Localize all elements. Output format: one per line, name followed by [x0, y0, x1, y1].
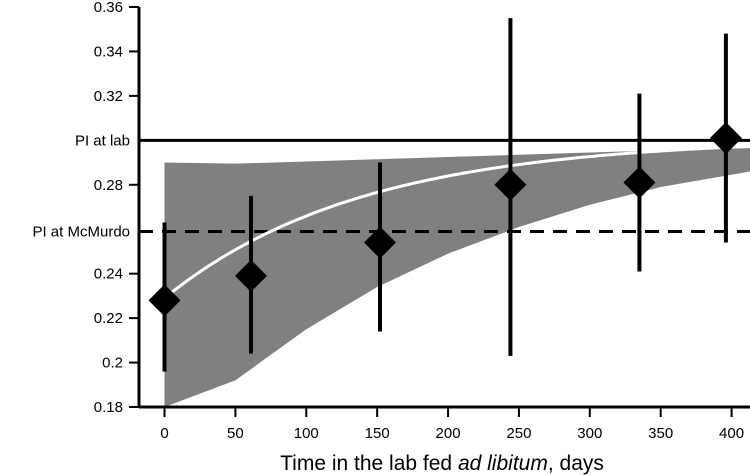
- x-axis-label-italic: ad libitum: [458, 452, 548, 475]
- x-tick-label-4: 150: [365, 425, 390, 442]
- data-points-layer: [148, 18, 742, 372]
- x-tick-label-3: 100: [294, 425, 319, 442]
- y-tick-label-7: 0.34: [94, 43, 123, 60]
- y-tick-label-4: 0.24: [94, 266, 123, 283]
- axes-layer: 0.18 0.2 0.22 0.24 0.28 0.32 0.34 0.36 0 50 100 150…: [94, 0, 750, 442]
- reference-lines-layer: PI at lab PI at McMurdo: [32, 132, 750, 240]
- data-point-2: [234, 259, 267, 292]
- fit-curve-layer: [163, 144, 748, 300]
- x-tick-label-6: 250: [506, 425, 531, 442]
- x-tick-label-5: 200: [436, 425, 461, 442]
- x-axis-label-prefix: Time in the lab fed: [280, 452, 458, 475]
- x-axis-label: Time in the lab fed ad libitum, days: [280, 452, 604, 475]
- y-tick-label-3: 0.22: [94, 310, 123, 327]
- y-tick-label-6: 0.32: [94, 88, 123, 105]
- x-tick-label-9: 400: [719, 425, 744, 442]
- y-tick-label-5: 0.28: [94, 177, 123, 194]
- x-tick-label-2: 50: [227, 425, 244, 442]
- data-point-1: [148, 284, 181, 317]
- x-tick-label-7: 300: [577, 425, 602, 442]
- data-point-5: [623, 166, 656, 199]
- reference-line-label-1: PI at lab: [75, 132, 130, 149]
- data-point-3: [363, 226, 396, 259]
- y-tick-label-8: 0.36: [94, 0, 123, 16]
- fit-curve: [163, 144, 748, 300]
- data-point-6: [709, 122, 742, 155]
- reference-line-label-2: PI at McMurdo: [32, 223, 130, 240]
- y-tick-label-2: 0.2: [102, 355, 123, 372]
- data-point-4: [494, 168, 527, 201]
- x-tick-label-1: 0: [160, 425, 168, 442]
- x-tick-label-8: 350: [648, 425, 673, 442]
- y-tick-label-1: 0.18: [94, 399, 123, 416]
- x-axis-label-suffix: , days: [548, 452, 604, 475]
